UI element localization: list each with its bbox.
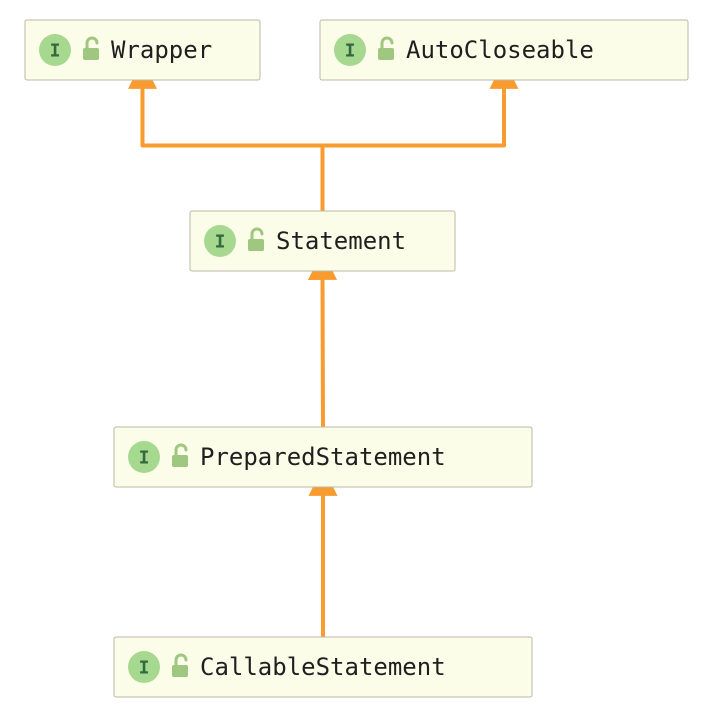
node-callablestatement: I CallableStatement — [114, 637, 532, 697]
interface-badge-letter: I — [139, 658, 150, 679]
nodes-layer: I Wrapper I AutoCloseable I Statement I Prepare… — [25, 20, 688, 697]
edge-statement-to-wrapper — [143, 86, 323, 211]
interface-badge-letter: I — [139, 448, 150, 469]
node-preparedstatement: I PreparedStatement — [114, 427, 532, 487]
node-autocloseable: I AutoCloseable — [320, 20, 688, 80]
node-statement: I Statement — [190, 211, 455, 271]
node-label: PreparedStatement — [200, 443, 446, 471]
node-label: Statement — [276, 227, 406, 255]
node-label: AutoCloseable — [406, 36, 594, 64]
interface-badge-letter: I — [345, 41, 356, 62]
interface-badge-letter: I — [215, 232, 226, 253]
node-label: Wrapper — [111, 36, 212, 64]
edges-layer — [143, 86, 505, 637]
node-wrapper: I Wrapper — [25, 20, 260, 80]
edge-statement-to-autocloseable — [323, 86, 505, 211]
node-label: CallableStatement — [200, 653, 446, 681]
interface-badge-letter: I — [50, 41, 61, 62]
edge-preparedstatement-to-statement — [323, 277, 324, 427]
